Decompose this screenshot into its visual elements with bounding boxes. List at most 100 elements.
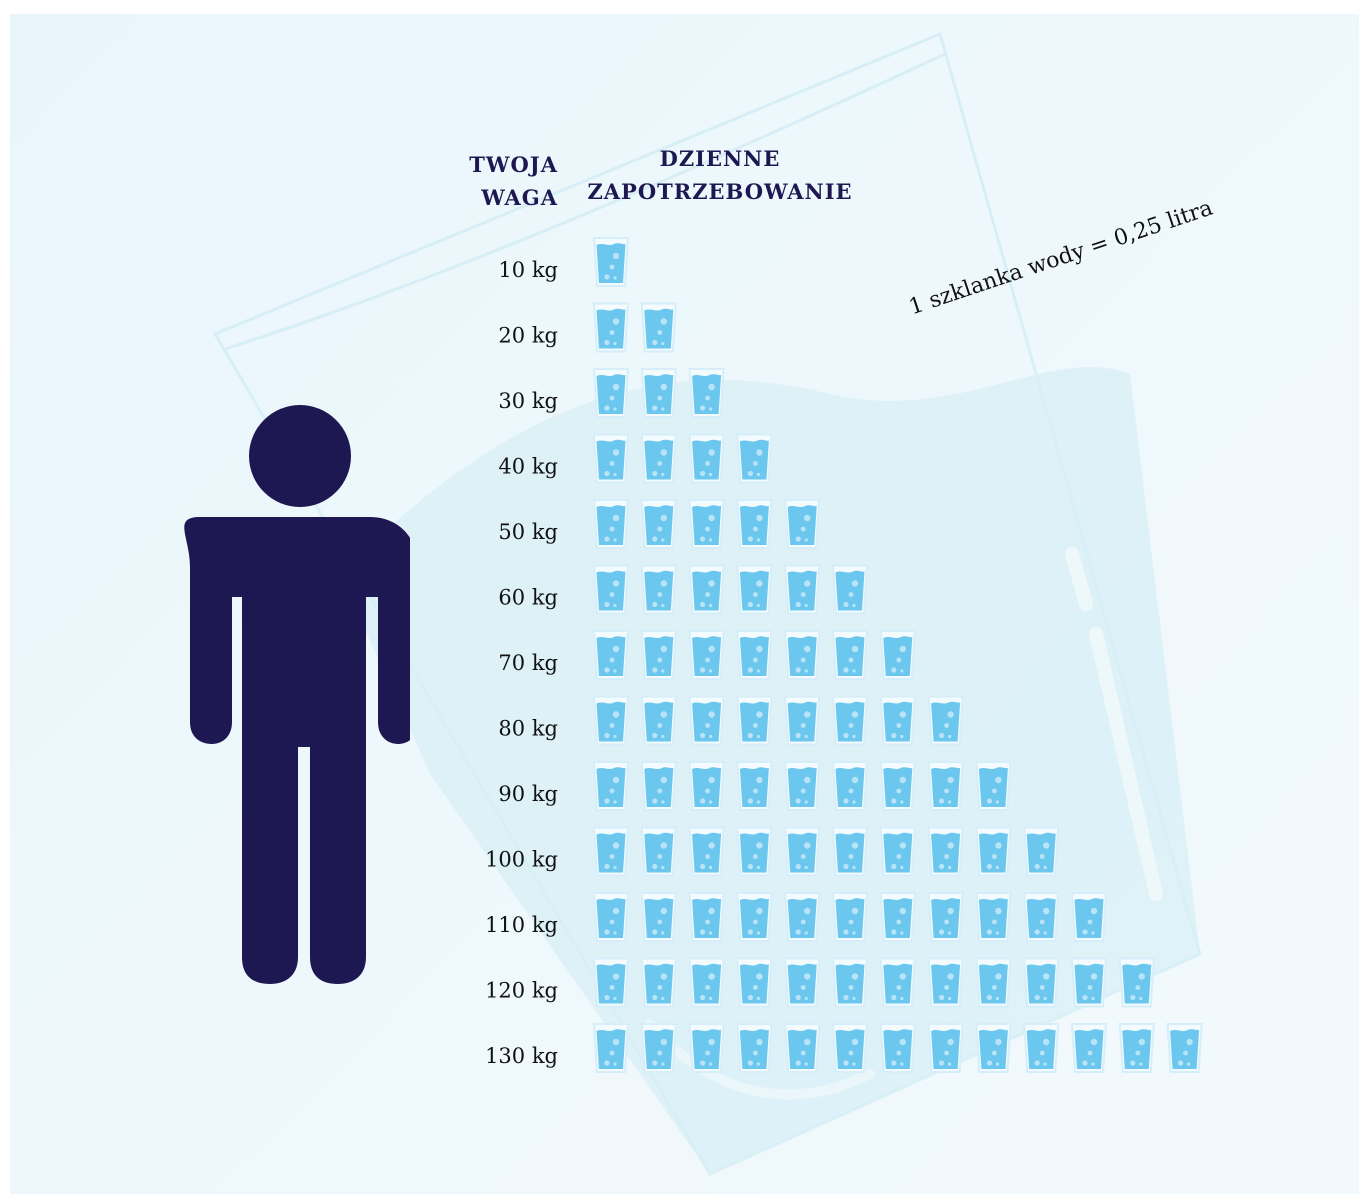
header-need-line1: DZIENNE (659, 146, 781, 171)
chart-row: 130 kg (485, 1023, 1203, 1073)
water-glass-icon (831, 957, 869, 1008)
weight-label: 70 kg (498, 651, 558, 675)
water-glass-icon (736, 499, 773, 549)
water-glass-icon (592, 499, 630, 549)
water-glass-icon (975, 826, 1012, 877)
water-glass-icon (736, 826, 773, 877)
water-glass-icon (1070, 1023, 1108, 1073)
water-glass-icon (879, 761, 916, 811)
water-glass-icon (927, 957, 964, 1008)
water-glass-icon (592, 237, 630, 287)
chart-row: 70 kg (498, 630, 916, 680)
water-glass-icon (640, 564, 677, 615)
pictograph-chart: 10 kg 20 kg 30 kg 40 kg 50 kg 60 kg 70 kg 80 kg… (485, 237, 1203, 1073)
water-glass-icon (736, 433, 773, 484)
water-glass-icon (1166, 1023, 1203, 1073)
water-glass-icon (640, 1023, 677, 1073)
water-glass-icon (640, 630, 677, 680)
water-glass-icon (640, 957, 677, 1008)
weight-label: 120 kg (485, 979, 558, 1003)
water-glass-icon (784, 957, 821, 1008)
water-glass-icon (592, 302, 630, 353)
water-glass-icon (927, 695, 964, 746)
water-glass-icon (688, 630, 725, 680)
water-glass-icon (831, 630, 869, 680)
weight-label: 110 kg (485, 913, 558, 937)
chart-row: 60 kg (498, 564, 869, 615)
weight-label: 130 kg (485, 1044, 558, 1068)
water-glass-icon (879, 1023, 916, 1073)
water-glass-icon (592, 826, 630, 877)
water-glass-icon (927, 1023, 964, 1073)
water-glass-icon (879, 695, 916, 746)
water-glass-icon (1118, 957, 1155, 1008)
water-glass-icon (831, 695, 869, 746)
water-glass-icon (927, 761, 964, 811)
water-glass-icon (831, 761, 869, 811)
water-glass-icon (927, 826, 964, 877)
water-glass-icon (975, 957, 1012, 1008)
water-glass-icon (879, 630, 916, 680)
water-glass-icon (640, 761, 677, 811)
water-glass-icon (640, 368, 677, 418)
water-glass-icon (736, 1023, 773, 1073)
water-glass-icon (640, 499, 677, 549)
water-glass-icon (736, 761, 773, 811)
water-glass-icon (688, 499, 725, 549)
water-glass-icon (784, 499, 821, 549)
header-weight-line1: TWOJA (469, 152, 558, 177)
water-glass-icon (1118, 1023, 1155, 1073)
water-glass-icon (831, 1023, 869, 1073)
water-glass-icon (640, 433, 677, 484)
water-glass-icon (688, 433, 725, 484)
water-glass-icon (592, 695, 630, 746)
weight-label: 80 kg (498, 717, 558, 741)
chart-row: 80 kg (498, 695, 964, 746)
water-glass-icon (1070, 957, 1108, 1008)
header-weight: TWOJA WAGA (450, 148, 558, 214)
chart-row: 30 kg (498, 368, 725, 418)
water-glass-icon (736, 957, 773, 1008)
water-glass-icon (831, 892, 869, 942)
water-glass-icon (784, 826, 821, 877)
water-glass-icon (1023, 826, 1060, 877)
water-glass-icon (688, 892, 725, 942)
water-glass-icon (640, 892, 677, 942)
weight-label: 60 kg (498, 586, 558, 610)
water-glass-icon (688, 957, 725, 1008)
water-glass-icon (784, 695, 821, 746)
water-glass-icon (784, 1023, 821, 1073)
water-glass-icon (592, 957, 630, 1008)
water-glass-icon (736, 630, 773, 680)
water-glass-icon (592, 564, 630, 615)
water-glass-icon (688, 695, 725, 746)
water-glass-icon (736, 892, 773, 942)
water-glass-icon (1023, 1023, 1060, 1073)
water-glass-icon (688, 368, 725, 418)
water-glass-icon (927, 892, 964, 942)
water-glass-icon (784, 564, 821, 615)
water-glass-icon (784, 761, 821, 811)
weight-label: 40 kg (498, 455, 558, 479)
water-glass-icon (975, 892, 1012, 942)
water-glass-icon (1070, 892, 1108, 942)
person-icon (184, 405, 410, 984)
weight-label: 100 kg (485, 848, 558, 872)
water-glass-icon (975, 1023, 1012, 1073)
water-glass-icon (592, 433, 630, 484)
water-glass-icon (1023, 892, 1060, 942)
weight-label: 30 kg (498, 389, 558, 413)
water-glass-icon (688, 761, 725, 811)
water-glass-icon (879, 957, 916, 1008)
weight-label: 10 kg (498, 258, 558, 282)
chart-row: 100 kg (485, 826, 1060, 877)
chart-row: 40 kg (498, 433, 773, 484)
water-glass-icon (592, 630, 630, 680)
chart-row: 50 kg (498, 499, 821, 549)
water-glass-icon (831, 826, 869, 877)
water-glass-icon (879, 826, 916, 877)
weight-label: 50 kg (498, 520, 558, 544)
water-glass-icon (592, 1023, 630, 1073)
header-daily-need: DZIENNE ZAPOTRZEBOWANIE (585, 142, 855, 208)
water-glass-icon (640, 695, 677, 746)
